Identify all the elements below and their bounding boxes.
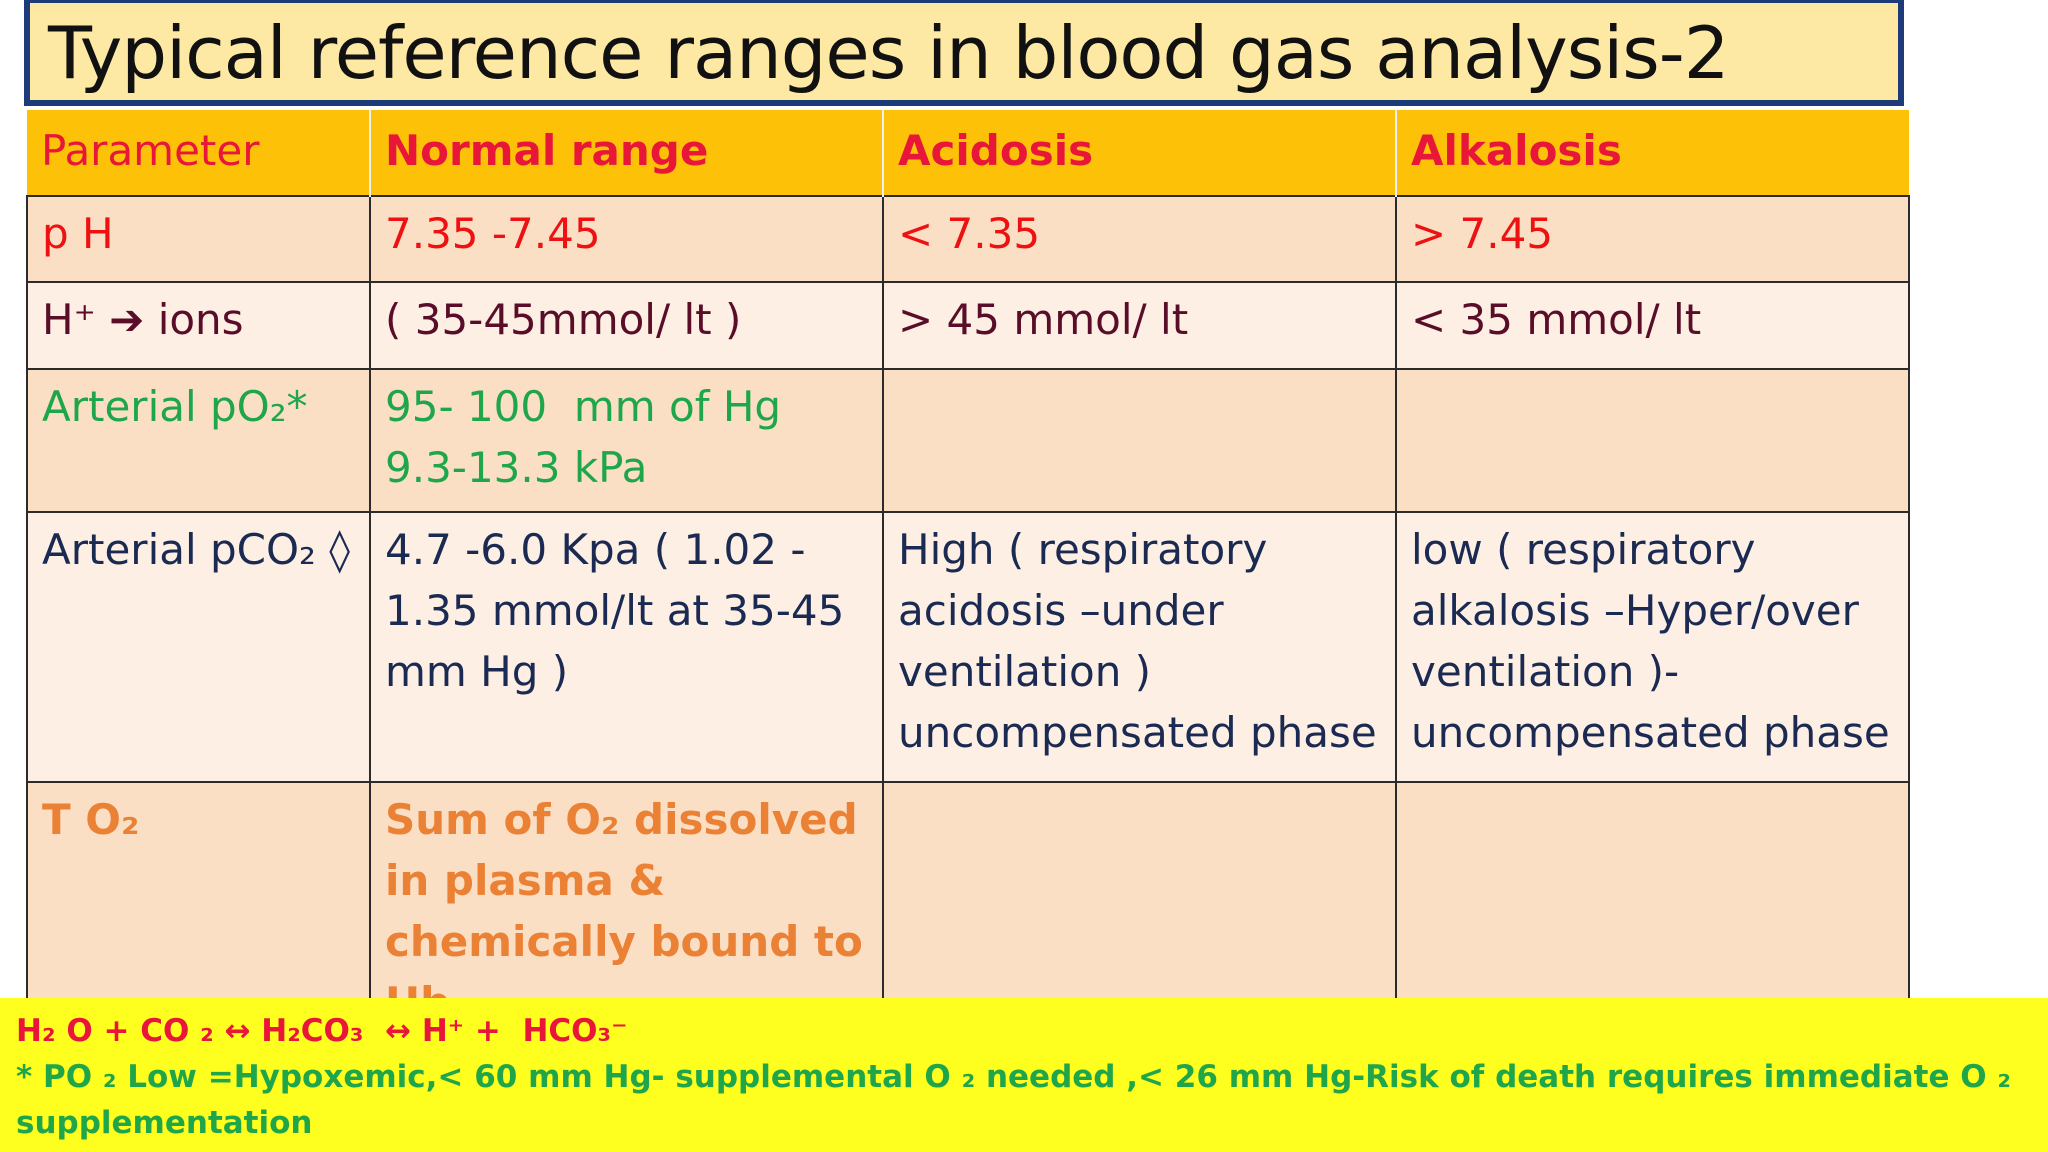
cell-pco2-normal: 4.7 -6.0 Kpa ( 1.02 - 1.35 mmol/lt at 35…: [369, 511, 884, 783]
cell-pco2-parameter: Arterial pCO₂ ◊: [26, 511, 371, 783]
reference-table: Parameter Normal range Acidosis Alkalosi…: [26, 110, 1910, 1041]
cell-po2-alkalosis: [1395, 368, 1910, 513]
cell-to2-acidosis: [882, 781, 1397, 1041]
table-row-to2: T O₂ Sum of O₂ dissolved in plasma & che…: [26, 781, 1910, 1041]
table-row-po2: Arterial pO₂* 95- 100 mm of Hg 9.3-13.3 k…: [26, 368, 1910, 513]
header-normal-range: Normal range: [370, 110, 884, 196]
cell-pco2-alkalosis: low ( respiratory alkalosis –Hyper/over …: [1395, 511, 1910, 783]
header-alkalosis: Alkalosis: [1396, 110, 1909, 196]
cell-h-ions-parameter: H⁺ ➔ ions: [26, 281, 371, 370]
po2-normal-mmhg: 95- 100 mm of Hg: [385, 382, 782, 431]
title-banner: Typical reference ranges in blood gas an…: [24, 0, 1904, 106]
cell-ph-normal: 7.35 -7.45: [369, 195, 884, 283]
ions-label: ions: [157, 295, 244, 344]
cell-h-ions-acidosis: > 45 mmol/ lt: [882, 281, 1397, 370]
cell-ph-alkalosis: > 7.45: [1395, 195, 1910, 283]
cell-po2-acidosis: [882, 368, 1397, 513]
carbonic-acid-equation: H₂ O + CO ₂ ↔ H₂CO₃ ↔ H⁺ + HCO₃⁻: [16, 1013, 628, 1049]
cell-pco2-acidosis: High ( respiratory acidosis –under venti…: [882, 511, 1397, 783]
table-header-row: Parameter Normal range Acidosis Alkalosi…: [27, 110, 1909, 196]
table-row-pco2: Arterial pCO₂ ◊ 4.7 -6.0 Kpa ( 1.02 - 1.…: [26, 511, 1910, 783]
cell-to2-normal: Sum of O₂ dissolved in plasma & chemical…: [369, 781, 884, 1041]
cell-to2-alkalosis: [1395, 781, 1910, 1041]
page-title: Typical reference ranges in blood gas an…: [48, 11, 1730, 95]
cell-po2-normal: 95- 100 mm of Hg 9.3-13.3 kPa: [369, 368, 884, 513]
cell-po2-parameter: Arterial pO₂*: [26, 368, 371, 513]
table-row-ph: p H 7.35 -7.45 < 7.35 > 7.45: [26, 195, 1910, 283]
po2-normal-kpa: 9.3-13.3 kPa: [385, 443, 648, 492]
cell-ph-parameter: p H: [26, 195, 371, 283]
cell-to2-parameter: T O₂: [26, 781, 371, 1041]
h-plus-label: H⁺: [42, 295, 96, 344]
cell-h-ions-normal: ( 35-45mmol/ lt ): [369, 281, 884, 370]
hypoxemia-footnote: * PO ₂ Low =Hypoxemic,< 60 mm Hg- supple…: [16, 1059, 2011, 1141]
footer-note-banner: H₂ O + CO ₂ ↔ H₂CO₃ ↔ H⁺ + HCO₃⁻ * PO ₂ …: [0, 998, 2048, 1152]
cell-h-ions-alkalosis: < 35 mmol/ lt: [1395, 281, 1910, 370]
header-acidosis: Acidosis: [883, 110, 1397, 196]
right-arrow-icon: ➔: [109, 295, 145, 344]
header-parameter: Parameter: [27, 110, 371, 196]
cell-ph-acidosis: < 7.35: [882, 195, 1397, 283]
table-row-h-ions: H⁺ ➔ ions ( 35-45mmol/ lt ) > 45 mmol/ l…: [26, 281, 1910, 370]
